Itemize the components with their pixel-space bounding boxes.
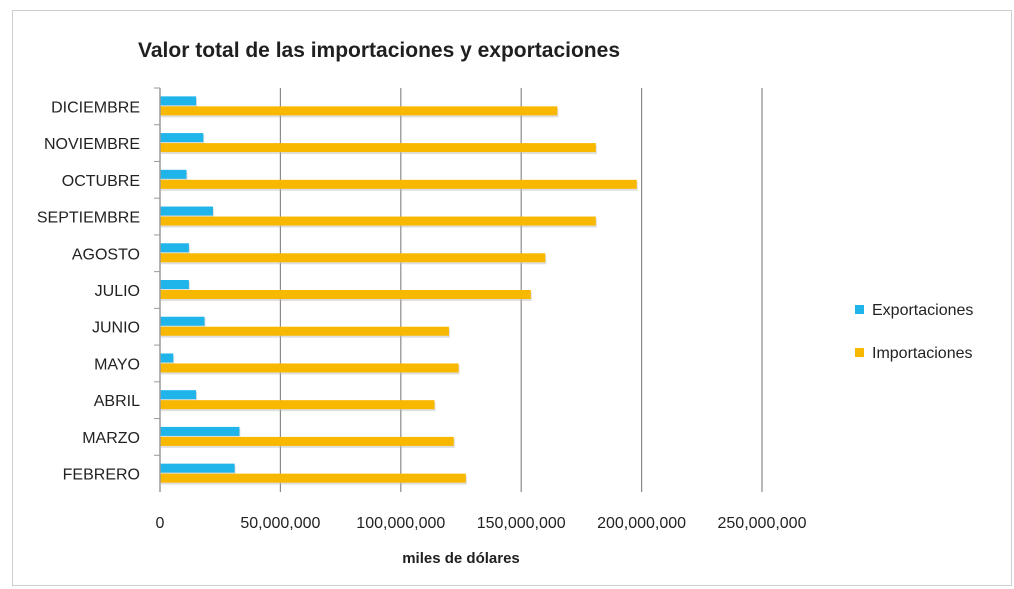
legend-label: Importaciones <box>872 345 973 362</box>
bar-importaciones <box>160 326 449 336</box>
bar-exportaciones <box>160 169 187 179</box>
bar-exportaciones <box>160 390 197 400</box>
bars <box>160 96 638 485</box>
bar-exportaciones <box>160 280 189 289</box>
x-tick-label: 50,000,000 <box>240 515 320 532</box>
legend-swatch <box>855 305 864 314</box>
bar-importaciones <box>160 473 466 483</box>
x-tick-label: 150,000,000 <box>477 515 566 532</box>
category-label: JUNIO <box>92 320 140 337</box>
bar-exportaciones <box>160 133 204 143</box>
bar-exportaciones <box>160 206 213 216</box>
bar-exportaciones <box>160 96 197 106</box>
legend: Exportaciones Importaciones <box>855 302 973 362</box>
x-tick-label: 250,000,000 <box>718 515 807 532</box>
category-label: OCTUBRE <box>62 173 140 190</box>
bar-exportaciones <box>160 316 205 326</box>
category-label: MAYO <box>94 356 140 373</box>
bar-importaciones <box>160 400 435 410</box>
category-labels: FEBRERO MARZO ABRIL MAYO JUNIO JULIO AGOSTO SEP… <box>37 87 160 484</box>
bar-importaciones <box>160 179 637 189</box>
bar-importaciones <box>160 253 546 263</box>
bar-exportaciones <box>160 426 240 436</box>
bar-importaciones <box>160 290 531 299</box>
category-label: SEPTIEMBRE <box>37 210 140 227</box>
category-label: DICIEMBRE <box>51 99 140 116</box>
legend-swatch <box>855 348 864 357</box>
legend-label: Exportaciones <box>872 302 973 319</box>
bar-importaciones <box>160 106 558 116</box>
x-tick-label: 100,000,000 <box>356 515 445 532</box>
bar-exportaciones <box>160 353 174 363</box>
x-tick-label: 0 <box>156 515 165 532</box>
bar-importaciones <box>160 436 454 446</box>
x-tick-label: 200,000,000 <box>597 515 686 532</box>
bar-exportaciones <box>160 463 235 473</box>
bar-importaciones <box>160 363 459 373</box>
category-label: JULIO <box>95 283 140 300</box>
bar-exportaciones <box>160 243 189 253</box>
category-label: MARZO <box>82 430 140 447</box>
category-label: FEBRERO <box>63 467 140 484</box>
bar-importaciones <box>160 216 596 226</box>
x-axis-label: miles de dólares <box>402 550 520 567</box>
category-label: AGOSTO <box>72 246 140 263</box>
x-tick-labels: 0 50,000,000 100,000,000 150,000,000 200,000… <box>156 515 807 532</box>
chart-title: Valor total de las importaciones y expor… <box>138 39 620 62</box>
category-label: ABRIL <box>94 393 140 410</box>
category-label: NOVIEMBRE <box>44 136 140 153</box>
bar-importaciones <box>160 143 596 153</box>
